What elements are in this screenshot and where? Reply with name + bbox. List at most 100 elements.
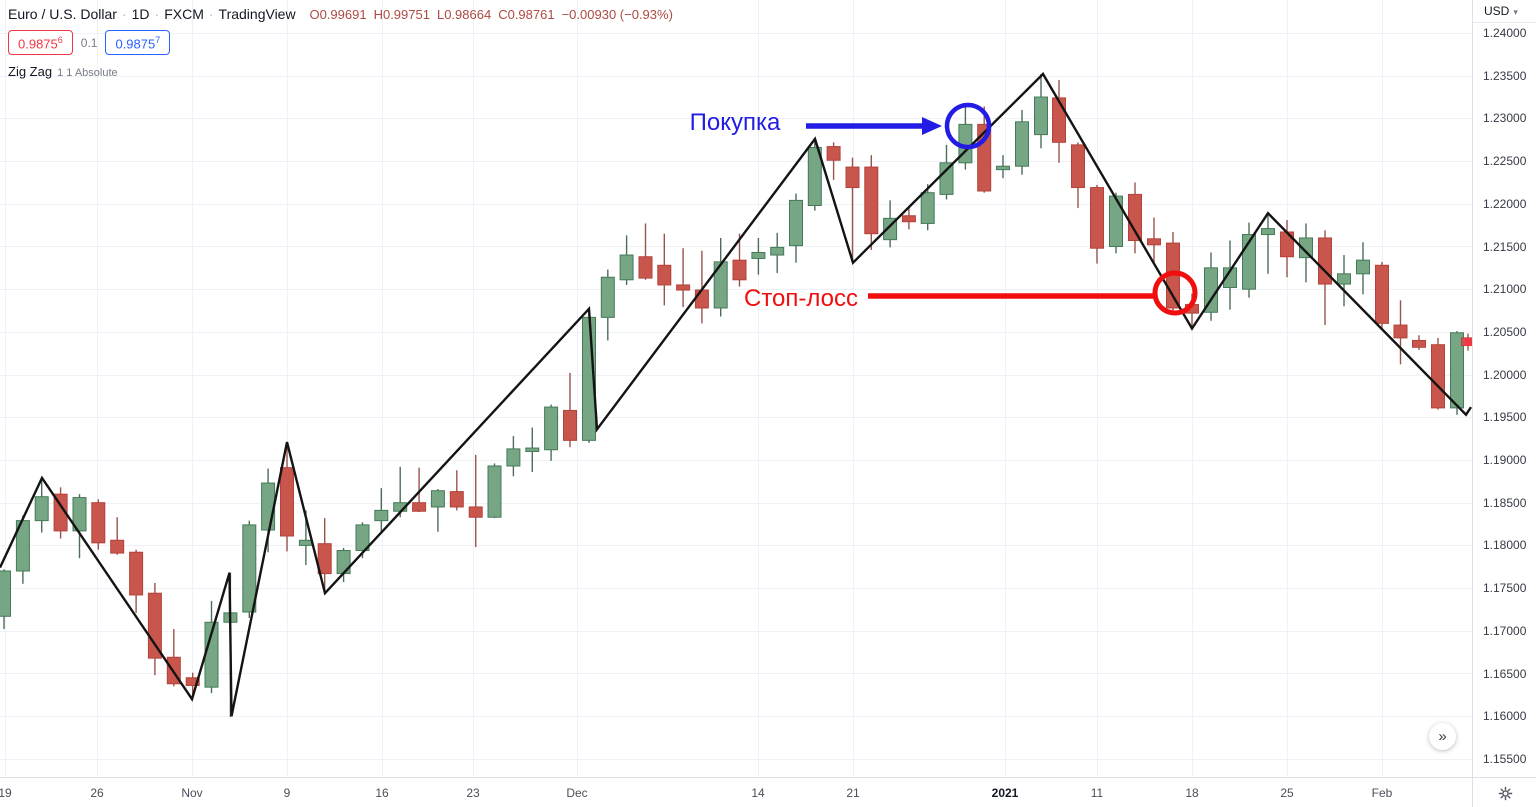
ohlc-item: O0.99691 [309,7,367,22]
stop-loss-circle [1152,270,1198,316]
candlestick-chart[interactable]: Покупка Стоп-лосс [0,0,1472,777]
time-axis-label: 23 [466,786,480,800]
price-axis-label: 1.22000 [1483,196,1527,211]
price-axis-label: 1.17000 [1483,623,1527,638]
candle [1375,261,1389,328]
price-axis-label: 1.24000 [1483,26,1527,40]
candle [1431,337,1445,410]
candle [807,138,822,211]
candle [393,466,408,518]
candle [147,582,162,676]
symbol-title[interactable]: Euro / U.S. Dollar [8,6,117,22]
ohlc-item: H0.99751 [373,7,430,22]
candle [958,106,973,170]
candle [713,237,728,317]
candle [242,520,257,618]
ohlc-item: L0.98664 [436,7,492,22]
indicator-legend[interactable]: Zig Zag 1 1 Absolute [8,64,680,79]
price-axis-label: 1.19500 [1483,410,1527,425]
candle [1318,230,1332,326]
time-axis-label: Feb [1371,786,1393,800]
spread-value: 0.1 [80,35,98,50]
time-axis-label: 2021 [991,786,1019,800]
candle [1015,109,1029,175]
separator-dot: · [208,6,214,22]
ohlc-values: O0.99691 H0.99751 L0.98664 C0.98761 −0.00930… [309,7,679,22]
scroll-to-realtime-button[interactable]: » [1429,723,1456,750]
time-axis-label: Dec [566,786,588,800]
time-axis-label: 14 [751,786,765,800]
candle [770,232,785,273]
time-axis[interactable]: 19 26 Nov 9 16 23 Dec 14 21 2021 11 18 25 Feb [0,777,1472,807]
candle [1128,182,1142,254]
candle [694,250,709,324]
settings-gear-icon[interactable] [1497,785,1514,802]
candle [732,233,747,287]
candle [204,600,219,694]
price-axis-label: 1.18500 [1483,495,1527,510]
price-axis-label: 1.21500 [1483,239,1527,254]
exchange-label[interactable]: FXCM [164,6,204,22]
stop-loss-annotation[interactable]: Стоп-лосс [744,270,1198,316]
candle [939,144,954,200]
currency-selector[interactable]: USD ▾ [1473,0,1536,23]
price-axis-label: 1.17500 [1483,581,1527,596]
candle [1034,73,1048,149]
candle [600,269,615,341]
chevron-down-icon: ▾ [1513,7,1518,17]
candle [317,518,332,594]
time-axis-label: 25 [1280,786,1294,800]
buy-label: Покупка [690,109,781,136]
candle [826,142,841,180]
candle [1223,240,1237,310]
candle [638,223,653,280]
price-axis-label: 1.20000 [1483,367,1527,382]
candle [468,454,483,548]
candle [1412,335,1426,350]
price-axis-label: 1.20500 [1483,324,1527,339]
candle [1450,331,1464,415]
buy-annotation[interactable]: Покупка [690,102,992,150]
candle [72,494,87,559]
candle [449,470,464,511]
price-axis[interactable]: USD ▾ 1.24000 1.23500 1.23000 1.22500 1.22000… [1472,0,1536,777]
stop-loss-label: Стоп-лосс [744,285,858,312]
candle [996,155,1010,179]
sell-price-button[interactable]: 0.98756 [8,30,73,56]
candle [506,436,521,477]
provider-label[interactable]: TradingView [218,6,296,22]
candle [129,549,144,613]
price-axis-label: 1.15500 [1483,751,1527,766]
indicator-params: 1 1 Absolute [57,67,118,80]
candle [619,235,634,285]
time-axis-label: 18 [1185,786,1199,800]
price-axis-label: 1.23500 [1483,68,1527,83]
candle [110,517,125,555]
candle [1147,217,1161,262]
time-axis-label: 9 [283,786,291,800]
price-axis-label: 1.22500 [1483,154,1527,169]
currency-label: USD [1484,4,1510,18]
chart-legend: Euro / U.S. Dollar · 1D · FXCM · TradingView O… [8,6,680,79]
axis-settings-cell [1472,777,1536,807]
candle [845,157,860,263]
candle [1109,192,1123,254]
separator-dot: · [154,6,160,22]
double-chevron-right-icon: » [1438,728,1447,745]
candle [789,193,803,263]
candle [751,237,766,275]
candle [544,404,559,461]
price-axis-label: 1.19000 [1483,453,1527,467]
candle [487,463,502,519]
candle [901,207,916,230]
ohlc-item: C0.98761 [498,7,555,22]
candle [676,248,691,308]
candle [1071,142,1085,209]
interval-label[interactable]: 1D [131,6,150,22]
buy-entry-circle [944,102,992,150]
buy-price-button[interactable]: 0.98757 [105,30,171,56]
candle [0,569,11,630]
time-axis-label: 16 [375,786,389,800]
candle [864,155,879,250]
